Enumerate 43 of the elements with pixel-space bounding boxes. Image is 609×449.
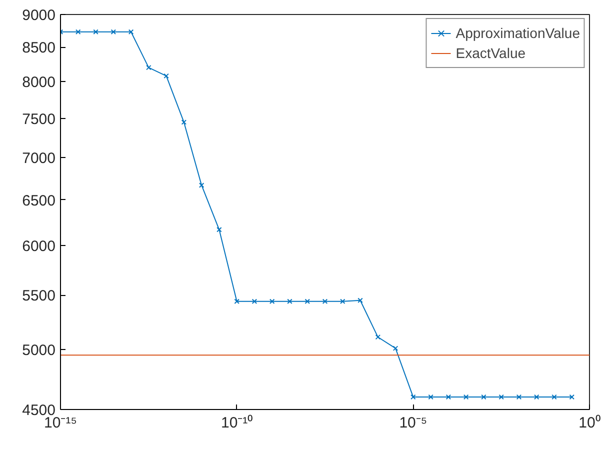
point	[375, 334, 381, 340]
y-tick-label: 6000	[22, 238, 56, 256]
point	[428, 394, 434, 400]
point	[110, 29, 116, 34]
point	[198, 182, 204, 188]
point	[252, 298, 258, 304]
point	[216, 227, 222, 232]
y-tick-label: 6500	[22, 192, 56, 210]
point	[287, 298, 292, 304]
y-tick-label: 9000	[22, 7, 56, 24]
point	[481, 394, 486, 400]
legend-label: ExactValue	[456, 45, 526, 61]
y-tick-label: 5000	[22, 342, 56, 359]
point	[93, 29, 98, 34]
point	[516, 394, 522, 400]
x-tick-label: 10⁰	[578, 414, 600, 432]
point	[181, 120, 187, 125]
point	[463, 394, 469, 400]
point	[76, 29, 81, 34]
x-tick-label: 10⁻⁵	[399, 414, 428, 432]
legend-label: ApproximationValue	[456, 25, 580, 41]
point	[128, 29, 134, 34]
x-tick-label: 10⁻¹⁰	[220, 414, 253, 432]
point	[322, 298, 328, 304]
point	[446, 394, 452, 400]
point	[269, 298, 275, 304]
y-tick-label: 8500	[22, 40, 56, 57]
point	[146, 64, 152, 70]
y-tick-label: 5500	[22, 288, 56, 305]
point	[392, 346, 398, 351]
y-tick-label: 7000	[22, 150, 56, 168]
point	[498, 394, 504, 400]
point	[164, 73, 169, 79]
x-tick-label: 10⁻¹⁵	[44, 414, 77, 432]
point	[410, 394, 416, 400]
point	[534, 394, 540, 400]
y-tick-label: 8000	[22, 74, 56, 92]
point	[340, 298, 346, 304]
point	[304, 298, 310, 304]
point	[234, 298, 240, 304]
y-tick-label: 7500	[22, 110, 56, 128]
point	[552, 394, 557, 400]
point	[358, 298, 363, 303]
